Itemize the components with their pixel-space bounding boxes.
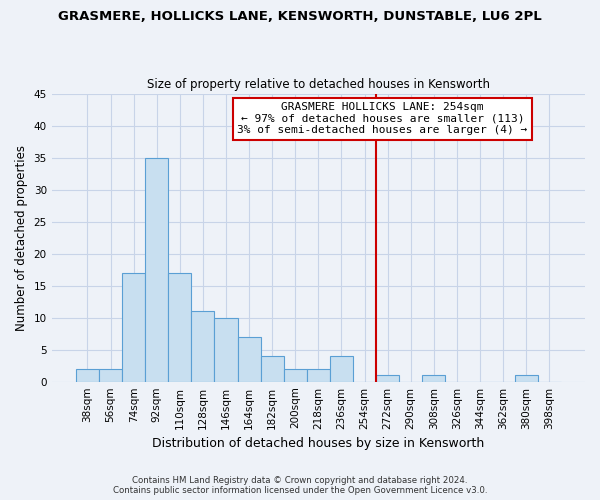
Bar xyxy=(168,273,191,382)
Text: Contains HM Land Registry data © Crown copyright and database right 2024.
Contai: Contains HM Land Registry data © Crown c… xyxy=(113,476,487,495)
Bar xyxy=(307,369,330,382)
Y-axis label: Number of detached properties: Number of detached properties xyxy=(15,144,28,330)
Bar xyxy=(284,369,307,382)
Bar xyxy=(376,376,399,382)
Bar xyxy=(422,376,445,382)
Bar xyxy=(191,311,214,382)
Text: GRASMERE, HOLLICKS LANE, KENSWORTH, DUNSTABLE, LU6 2PL: GRASMERE, HOLLICKS LANE, KENSWORTH, DUNS… xyxy=(58,10,542,23)
Text: GRASMERE HOLLICKS LANE: 254sqm
← 97% of detached houses are smaller (113)
3% of : GRASMERE HOLLICKS LANE: 254sqm ← 97% of … xyxy=(237,102,527,136)
Bar xyxy=(515,376,538,382)
X-axis label: Distribution of detached houses by size in Kensworth: Distribution of detached houses by size … xyxy=(152,437,484,450)
Bar xyxy=(238,337,260,382)
Bar xyxy=(76,369,99,382)
Bar xyxy=(260,356,284,382)
Bar xyxy=(330,356,353,382)
Bar xyxy=(99,369,122,382)
Bar xyxy=(122,273,145,382)
Title: Size of property relative to detached houses in Kensworth: Size of property relative to detached ho… xyxy=(147,78,490,91)
Bar xyxy=(145,158,168,382)
Bar xyxy=(214,318,238,382)
